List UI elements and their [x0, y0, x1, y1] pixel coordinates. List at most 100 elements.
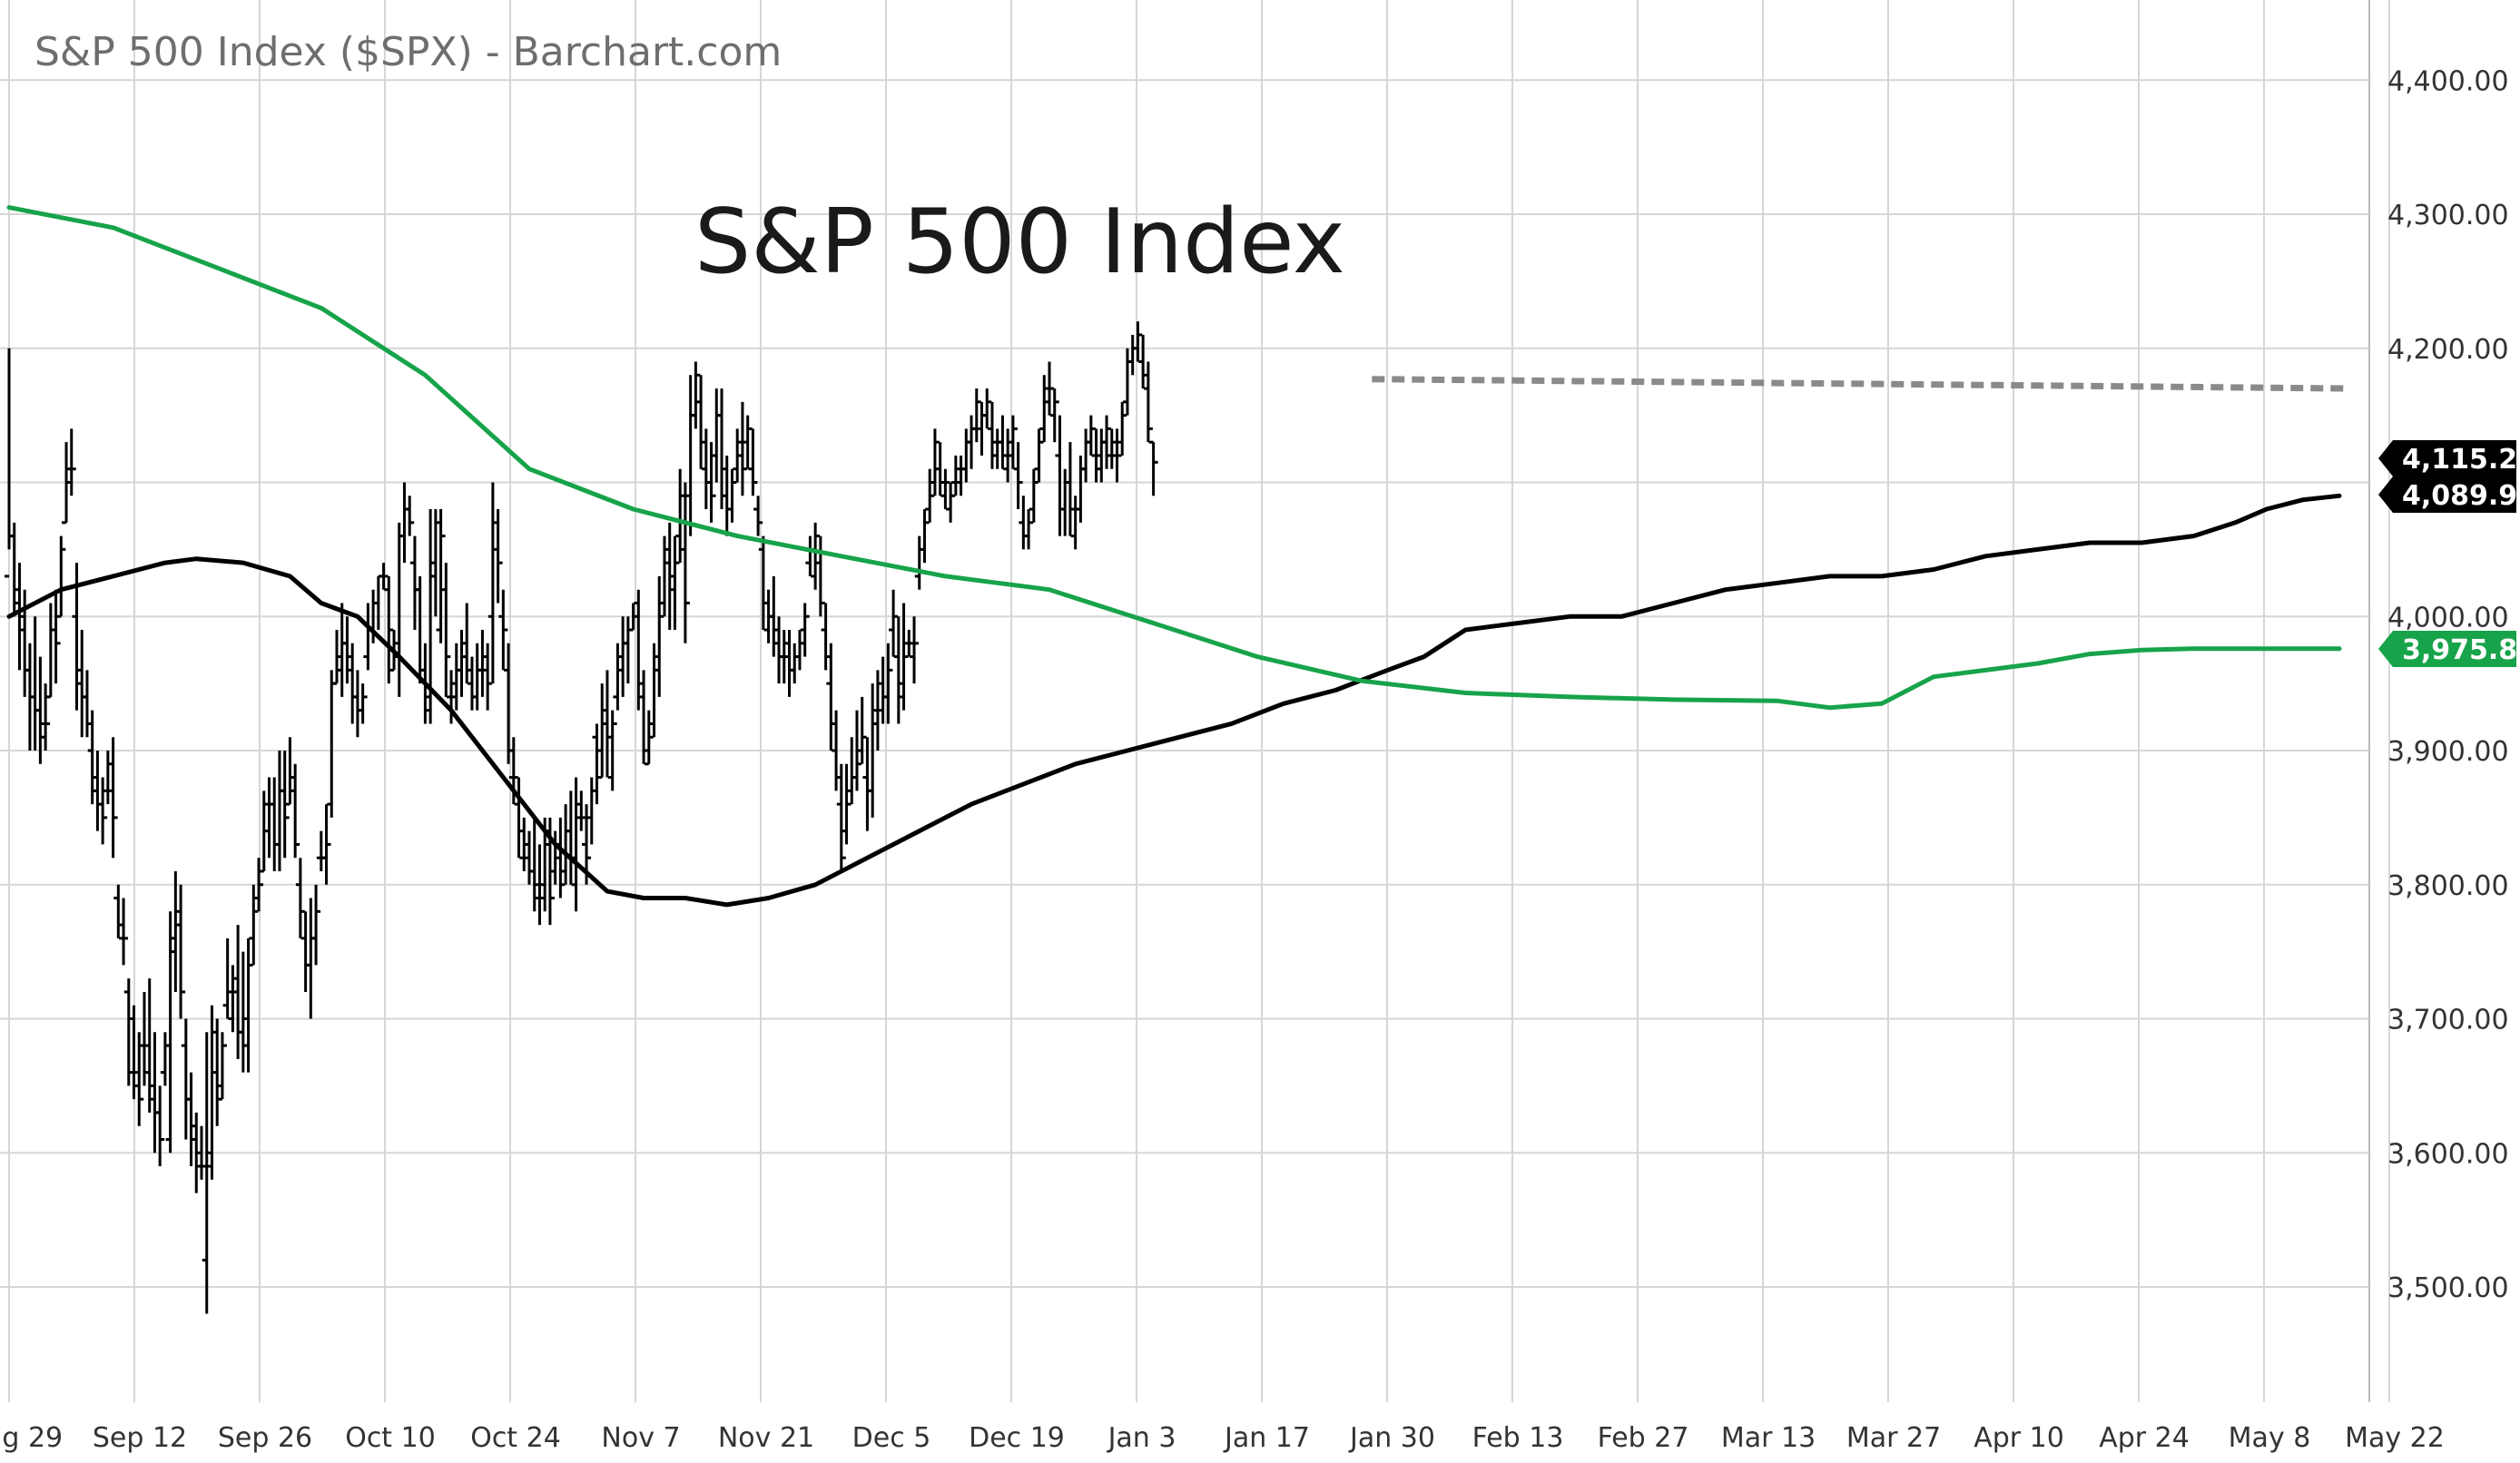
ohlc-bar [171, 870, 181, 992]
ohlc-bar [790, 643, 800, 684]
ohlc-bar [1029, 468, 1039, 523]
ohlc-bar [113, 884, 123, 938]
ohlc-bar [139, 991, 149, 1086]
ohlc-bar [1138, 334, 1148, 389]
ohlc-bar [103, 751, 113, 805]
ohlc-bar [571, 777, 581, 912]
ohlc-bar [405, 496, 415, 536]
ohlc-bar [483, 643, 493, 711]
ohlc-bar [1045, 361, 1054, 416]
ohlc-bar [228, 965, 238, 1033]
ohlc-bar [769, 575, 779, 657]
ohlc-bar [358, 683, 368, 724]
ohlc-bar [274, 751, 284, 871]
ohlc-bar [691, 361, 701, 429]
ohlc-bar [748, 428, 758, 496]
ohlc-bar [561, 804, 571, 885]
ohlc-bar [1086, 415, 1096, 456]
ohlc-bar [430, 509, 440, 617]
x-tick-label: May 8 [2229, 1422, 2311, 1454]
x-tick-label: Feb 27 [1598, 1422, 1689, 1454]
ohlc-bar [487, 482, 497, 684]
ohlc-bar [311, 884, 321, 966]
x-tick-label: Nov 21 [718, 1422, 814, 1454]
ohlc-bar [733, 428, 743, 483]
ohlc-bar [160, 1032, 170, 1086]
ohlc-bar [967, 415, 977, 469]
ohlc-bar [394, 522, 404, 697]
ohlc-bar [925, 468, 935, 523]
series-layer [5, 205, 2350, 1314]
y-tick-label: 3,900.00 [2387, 736, 2509, 768]
ohlc-bar [847, 737, 857, 805]
ohlc-bar [1019, 496, 1029, 550]
x-tick-label: Mar 27 [1846, 1422, 1941, 1454]
x-tick-label: Jan 30 [1348, 1422, 1435, 1454]
ohlc-bar [712, 388, 722, 483]
x-tick-label: Oct 24 [470, 1422, 561, 1454]
ohlc-bar [270, 777, 280, 871]
ohlc-bar [851, 710, 861, 791]
ohlc-bar [363, 603, 373, 671]
ohlc-bar [441, 563, 451, 697]
last-value-badge: 4,115.24 [2378, 440, 2520, 476]
ohlc-bar [586, 777, 596, 845]
ohlc-bar [556, 817, 566, 898]
last-value-badge: 4,089.97 [2378, 476, 2520, 513]
ohlc-bar [743, 415, 753, 469]
ohlc-bar [1049, 388, 1059, 443]
y-tick-label: 3,800.00 [2387, 870, 2509, 902]
ohlc-bar [758, 535, 768, 631]
ohlc-bar [868, 683, 878, 818]
ohlc-bar [992, 428, 1002, 469]
ohlc-bar [914, 535, 924, 590]
ohlc-bar [1034, 428, 1044, 483]
ohlc-bar [498, 589, 508, 671]
ohlc-bar [623, 616, 633, 684]
ohlc-bar [300, 911, 310, 992]
ohlc-bar [664, 522, 674, 631]
ohlc-bar [1117, 401, 1127, 456]
ohlc-bar [316, 830, 326, 871]
ohlc-bar [805, 535, 815, 576]
ohlc-bar [249, 884, 259, 966]
ohlc-bar [285, 737, 295, 806]
ohlc-bar [602, 670, 612, 778]
ohlc-bar [15, 563, 25, 671]
ohlc-bar [1039, 375, 1049, 443]
x-tick-label: Feb 13 [1472, 1422, 1564, 1454]
ohlc-bar [212, 1018, 222, 1126]
x-tick-label: Dec 5 [852, 1422, 931, 1454]
ohlc-bar [597, 683, 607, 780]
ohlc-bar [613, 643, 623, 711]
resistance-line [1372, 376, 2350, 392]
badge-layer: 4,115.24 4,089.97 3,975.83 [2378, 440, 2520, 667]
ohlc-bar [123, 978, 133, 1086]
ohlc-bar [457, 630, 467, 697]
ohlc-bar [41, 683, 51, 751]
axis-layer: Aug 29 Sep 12 Sep 26 Oct 10 Oct 24 Nov 7 Nov 2… [0, 65, 2509, 1454]
ohlc-bar [685, 375, 695, 536]
ohlc-bar [842, 763, 851, 845]
y-tick-label: 4,000.00 [2387, 602, 2509, 633]
ohlc-bar [910, 616, 920, 684]
last-value-badge-label: 3,975.83 [2402, 634, 2520, 666]
ohlc-bar [295, 858, 305, 938]
ohlc-bar [883, 643, 893, 724]
ohlc-bar [899, 603, 909, 711]
ohlc-bar [150, 1032, 160, 1154]
ohlc-bar [129, 1005, 139, 1100]
ohlc-bar [264, 777, 274, 859]
source-label: S&P 500 Index ($SPX) - Barchart.com [34, 29, 782, 75]
ohlc-bar [352, 670, 362, 738]
ohlc-bar [342, 616, 352, 684]
ohlc-bar [5, 348, 14, 578]
ohlc-bar [1070, 496, 1080, 550]
ohlc-bar [192, 1112, 202, 1193]
ohlc-bar [779, 630, 789, 684]
ohlc-bar [784, 630, 794, 697]
ohlc-bar [930, 428, 940, 496]
ohlc-bar [737, 401, 747, 496]
ohlc-bar [961, 428, 971, 483]
chart-title: S&P 500 Index [694, 191, 1345, 294]
